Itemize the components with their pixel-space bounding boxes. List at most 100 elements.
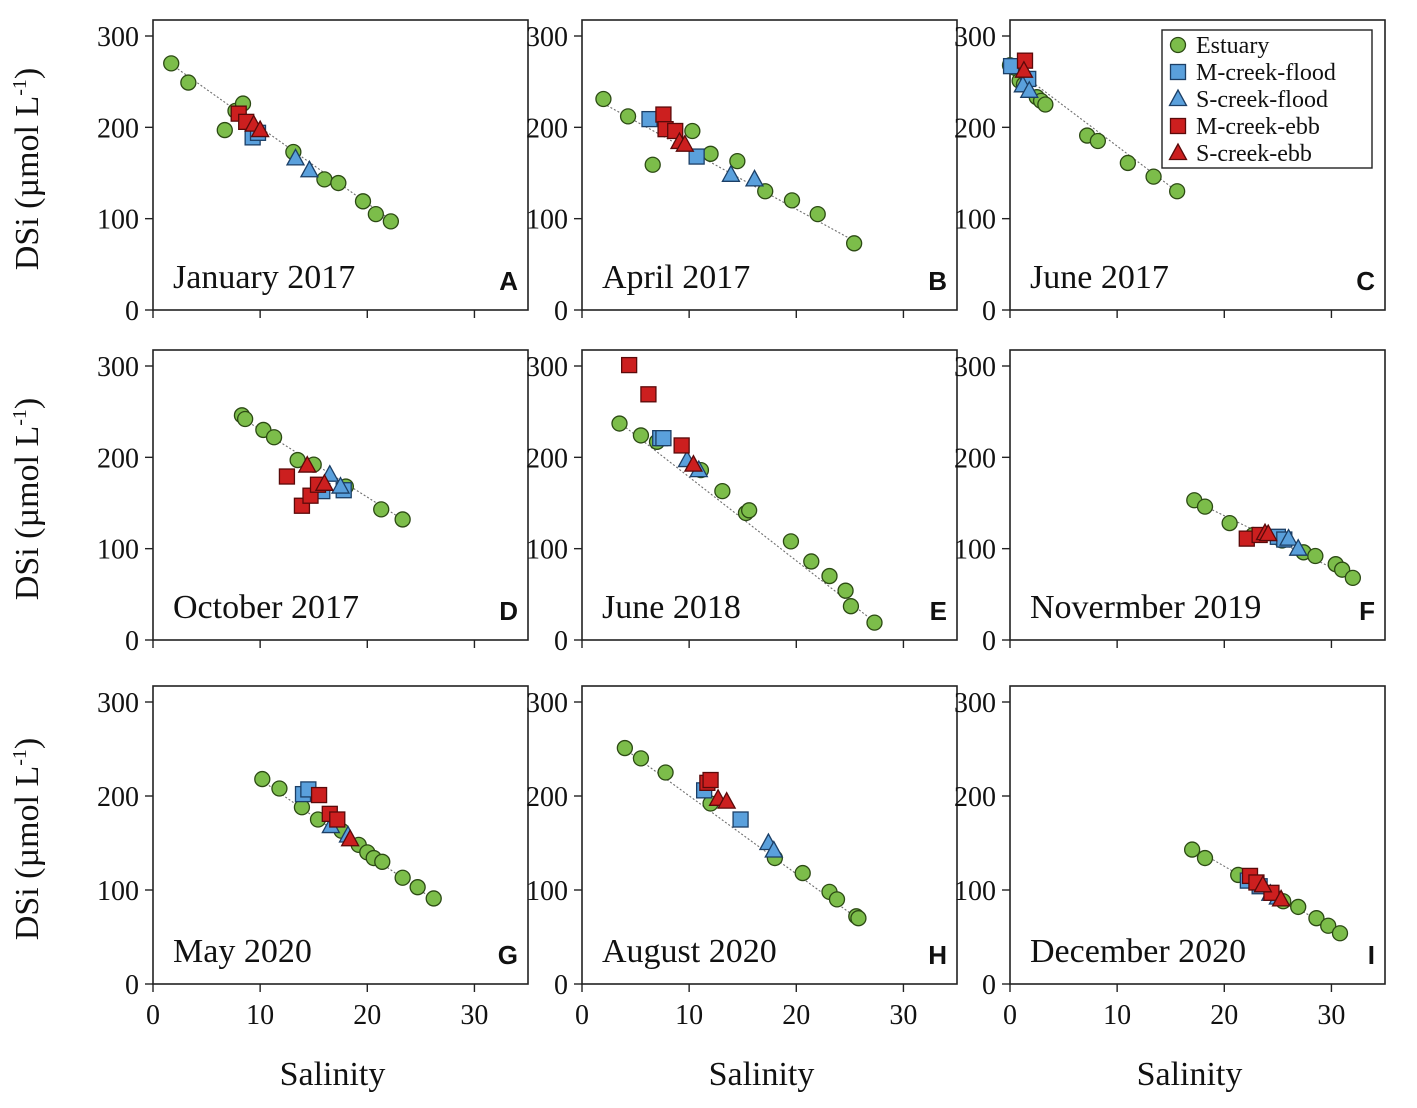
point-s-creek-flood bbox=[1288, 538, 1308, 556]
y-tick-label: 200 bbox=[97, 113, 139, 144]
point-estuary bbox=[782, 533, 800, 550]
y-tick-label: 200 bbox=[526, 443, 568, 474]
y-tick-label: 0 bbox=[982, 296, 996, 327]
x-axis-title: Salinity bbox=[1137, 1056, 1243, 1093]
x-tick-label: 30 bbox=[889, 1000, 917, 1031]
series-s-creek-flood bbox=[1013, 74, 1039, 98]
panel-title: June 2018 bbox=[602, 589, 741, 626]
panel-letter: H bbox=[928, 940, 947, 970]
point-s-creek-ebb bbox=[1258, 523, 1278, 542]
point-estuary bbox=[702, 145, 719, 162]
legend-label: S-creek-flood bbox=[1196, 87, 1328, 113]
point-m-creek-ebb bbox=[640, 386, 657, 403]
x-tick-label: 20 bbox=[353, 1000, 381, 1031]
x-axis-title: Salinity bbox=[709, 1056, 815, 1093]
point-estuary bbox=[180, 74, 197, 91]
y-tick-label: 300 bbox=[526, 688, 568, 719]
y-tick-label: 0 bbox=[554, 970, 568, 1001]
panel-letter: G bbox=[498, 940, 518, 970]
point-estuary bbox=[644, 156, 661, 173]
panel-title: August 2020 bbox=[602, 933, 777, 970]
panel-title: December 2020 bbox=[1030, 933, 1246, 970]
y-tick-label: 200 bbox=[97, 782, 139, 813]
point-estuary bbox=[1183, 841, 1201, 858]
x-tick-label: 0 bbox=[575, 1000, 589, 1031]
point-estuary bbox=[740, 502, 758, 519]
panel-letter: B bbox=[928, 266, 947, 296]
y-tick-label: 300 bbox=[526, 352, 568, 383]
series-s-creek-ebb bbox=[1255, 522, 1278, 542]
series-s-creek-ebb bbox=[683, 454, 704, 472]
point-estuary bbox=[1307, 547, 1324, 565]
panel-title: January 2017 bbox=[173, 259, 355, 296]
point-s-creek-flood bbox=[1278, 528, 1299, 546]
y-tick-label: 200 bbox=[954, 113, 996, 144]
point-s-creek-flood bbox=[1019, 80, 1039, 98]
point-estuary bbox=[842, 598, 860, 615]
panel-letter: I bbox=[1368, 940, 1375, 970]
point-m-creek-ebb bbox=[310, 786, 328, 804]
series-s-creek-flood bbox=[758, 832, 784, 858]
point-estuary bbox=[394, 869, 411, 886]
point-s-creek-ebb bbox=[683, 454, 704, 472]
y-tick-label: 0 bbox=[554, 626, 568, 657]
x-axis-title: Salinity bbox=[280, 1056, 386, 1093]
plot-frame bbox=[152, 19, 529, 311]
y-tick-label: 300 bbox=[954, 352, 996, 383]
legend-marker-estuary bbox=[1169, 36, 1187, 54]
y-tick-label: 0 bbox=[125, 626, 139, 657]
panel-letter: C bbox=[1356, 266, 1375, 296]
point-estuary bbox=[714, 482, 731, 500]
y-tick-label: 100 bbox=[526, 205, 568, 236]
point-estuary bbox=[828, 891, 846, 908]
x-tick-label: 20 bbox=[782, 1000, 810, 1031]
legend-item-sflood: S-creek-flood bbox=[1168, 87, 1328, 113]
point-s-creek-flood bbox=[721, 164, 741, 182]
legend-marker-mebb bbox=[1169, 117, 1187, 135]
series-m-creek-ebb bbox=[699, 771, 719, 791]
point-estuary bbox=[1221, 514, 1238, 532]
point-s-creek-ebb bbox=[314, 473, 335, 491]
x-tick-label: 10 bbox=[246, 1000, 274, 1031]
point-estuary bbox=[1333, 561, 1351, 578]
legend-item-mflood: M-creek-flood bbox=[1169, 60, 1336, 86]
y-axis-title: DSi (µmol L-1) bbox=[9, 68, 46, 270]
panel-title: May 2020 bbox=[173, 933, 312, 970]
y-tick-label: 0 bbox=[125, 296, 139, 327]
point-estuary bbox=[409, 879, 426, 896]
panel-title: April 2017 bbox=[602, 259, 750, 296]
point-estuary bbox=[1331, 925, 1349, 942]
point-estuary bbox=[271, 780, 288, 797]
point-s-creek-ebb bbox=[1253, 874, 1273, 893]
point-estuary bbox=[1037, 96, 1054, 113]
point-s-creek-ebb bbox=[250, 119, 270, 138]
x-tick-label: 10 bbox=[1103, 1000, 1131, 1031]
y-tick-label: 200 bbox=[954, 782, 996, 813]
legend-label: M-creek-flood bbox=[1196, 60, 1336, 86]
point-estuary bbox=[367, 205, 385, 223]
panel-h: 0 100 200 300 0 10 20 30 August 2020 H Salinity bbox=[526, 685, 958, 1093]
point-estuary bbox=[783, 192, 801, 209]
point-estuary bbox=[850, 910, 867, 927]
panel-title: Novermber 2019 bbox=[1030, 589, 1261, 626]
x-tick-label: 0 bbox=[146, 1000, 160, 1031]
series-m-creek-ebb bbox=[620, 356, 690, 454]
point-s-creek-flood bbox=[299, 159, 320, 178]
y-tick-label: 200 bbox=[97, 443, 139, 474]
point-estuary bbox=[595, 90, 612, 108]
point-estuary bbox=[1196, 498, 1214, 515]
y-tick-label: 200 bbox=[526, 782, 568, 813]
legend-item-mebb: M-creek-ebb bbox=[1169, 114, 1320, 140]
point-estuary bbox=[757, 183, 774, 200]
point-estuary bbox=[1119, 154, 1137, 172]
legend-item-sebb: S-creek-ebb bbox=[1168, 141, 1312, 167]
point-estuary bbox=[394, 511, 411, 528]
point-estuary bbox=[382, 213, 400, 230]
panel-b: 0 100 200 300 April 2017 B bbox=[526, 19, 958, 327]
y-tick-label: 100 bbox=[526, 876, 568, 907]
point-estuary bbox=[354, 193, 372, 210]
legend-label: S-creek-ebb bbox=[1196, 141, 1312, 167]
series-s-creek-ebb bbox=[708, 788, 737, 809]
series-m-creek-ebb bbox=[278, 468, 327, 514]
point-m-creek-flood bbox=[655, 430, 672, 447]
